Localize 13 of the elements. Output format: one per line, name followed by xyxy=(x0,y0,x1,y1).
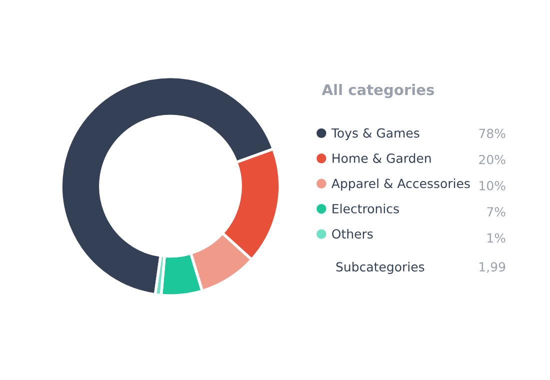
data-label: 78% xyxy=(479,128,506,138)
data-label: 7% xyxy=(487,207,506,217)
data-label: 1% xyxy=(488,233,506,243)
legend-label: Home & Garden xyxy=(332,153,431,163)
text: Subcategories xyxy=(336,262,424,274)
legend-title: All categories xyxy=(322,84,434,98)
data-label: 20% xyxy=(479,154,506,164)
text: 1,99 xyxy=(480,262,506,273)
legend-label: Electronics xyxy=(332,204,399,214)
legend-label: Others xyxy=(332,228,373,239)
legend-label: Toys & Games xyxy=(331,128,420,140)
legend-label: Apparel & Accessories xyxy=(332,178,470,191)
data-label: 10% xyxy=(480,180,506,190)
